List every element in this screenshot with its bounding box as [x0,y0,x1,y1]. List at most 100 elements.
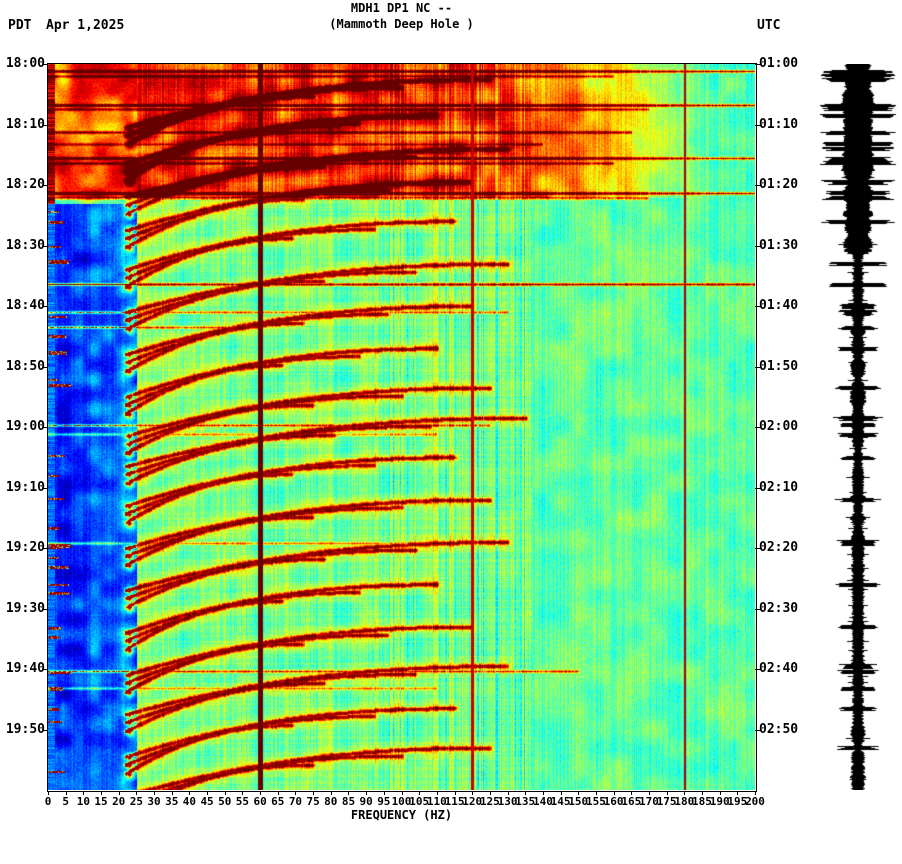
x-tick-label: 195 [727,795,748,808]
x-tick-label: 25 [129,795,143,808]
right-time-label: 01:40 [759,298,799,313]
left-time-label: 19:30 [5,600,45,616]
x-tick [224,791,226,795]
x-tick-label: 90 [359,795,373,808]
right-time-label: 01:10 [759,116,799,132]
left-time-label: 19:40 [5,661,45,676]
left-timezone-label: PDT [8,18,32,33]
x-tick [295,791,297,795]
left-tick [42,729,48,731]
x-tick [189,791,191,795]
right-time-label: 02:20 [759,540,799,555]
x-tick [101,791,103,795]
x-tick [489,791,491,795]
right-tick [755,185,761,186]
x-tick-label: 200 [745,795,765,808]
left-time-label: 18:20 [5,177,45,192]
x-tick [136,791,138,795]
right-tick [755,366,761,368]
x-tick [348,791,350,795]
x-tick [313,791,315,795]
left-tick [42,608,48,610]
x-tick-label: 85 [341,795,356,808]
x-tick [595,791,597,795]
x-tick [171,791,173,795]
right-tick [755,64,761,65]
x-tick-label: 10 [76,795,90,808]
x-tick [260,791,262,795]
x-tick-label: 115 [444,795,465,808]
date-label: Apr 1,2025 [46,18,125,33]
x-tick-label: 130 [497,795,518,808]
x-tick [118,791,120,795]
right-tick [755,669,761,670]
x-tick [648,791,650,795]
x-tick [542,791,544,795]
x-tick [737,791,739,795]
left-time-label: 19:50 [5,721,45,737]
x-tick-label: 40 [182,795,197,808]
left-time-label: 19:20 [5,540,45,555]
left-tick [42,487,48,489]
x-axis-title: FREQUENCY (HZ) [350,808,453,822]
right-timezone-label: UTC [757,18,781,33]
x-tick [755,791,756,795]
x-tick [578,791,580,795]
left-tick [42,548,48,549]
station-subtitle: (Mammoth Deep Hole ) [329,17,474,31]
x-tick-label: 50 [218,795,232,808]
x-tick-label: 120 [462,795,483,808]
seismogram-trace-canvas [818,64,898,790]
right-time-label: 02:50 [759,721,799,737]
station-title: MDH1 DP1 NC -- [350,1,453,15]
x-tick-label: 65 [271,795,285,808]
spectrogram-canvas [48,64,755,790]
x-tick [525,791,527,795]
x-tick-label: 60 [253,795,267,808]
x-tick-label: 125 [479,795,500,808]
right-time-label: 02:10 [759,479,799,495]
x-tick [401,791,403,795]
left-tick [42,427,48,428]
x-tick-label: 140 [532,795,553,808]
x-tick-label: 185 [692,795,712,808]
x-tick [666,791,668,795]
x-tick [719,791,721,795]
left-time-label: 18:00 [5,56,45,71]
right-tick [755,548,761,549]
x-tick [48,791,49,795]
right-tick [755,608,761,610]
x-tick [383,791,385,795]
right-time-label: 02:40 [759,661,799,676]
x-tick-label: 145 [550,795,571,808]
x-tick [684,791,686,795]
x-tick-label: 35 [165,795,179,808]
x-tick [83,791,85,795]
left-tick [42,245,48,247]
x-tick-label: 20 [112,795,126,808]
x-tick [472,791,474,795]
right-time-label: 01:00 [759,56,799,71]
x-tick [631,791,633,795]
x-tick-label: 150 [568,795,589,808]
x-tick-label: 5 [62,795,69,808]
right-tick [755,427,761,428]
x-tick [436,791,438,795]
right-time-label: 02:30 [759,600,799,616]
x-tick [154,791,156,795]
x-tick-label: 15 [94,795,108,808]
x-tick [613,791,615,795]
x-tick-label: 105 [409,795,430,808]
right-time-label: 02:00 [759,419,799,434]
x-tick-label: 135 [515,795,536,808]
x-tick [454,791,456,795]
x-tick [507,791,509,795]
x-tick-label: 155 [585,795,606,808]
left-time-label: 19:10 [5,479,45,495]
x-tick-label: 45 [200,795,214,808]
right-tick [755,306,761,307]
x-tick [366,791,368,795]
left-time-label: 18:40 [5,298,45,313]
x-tick-label: 30 [147,795,161,808]
